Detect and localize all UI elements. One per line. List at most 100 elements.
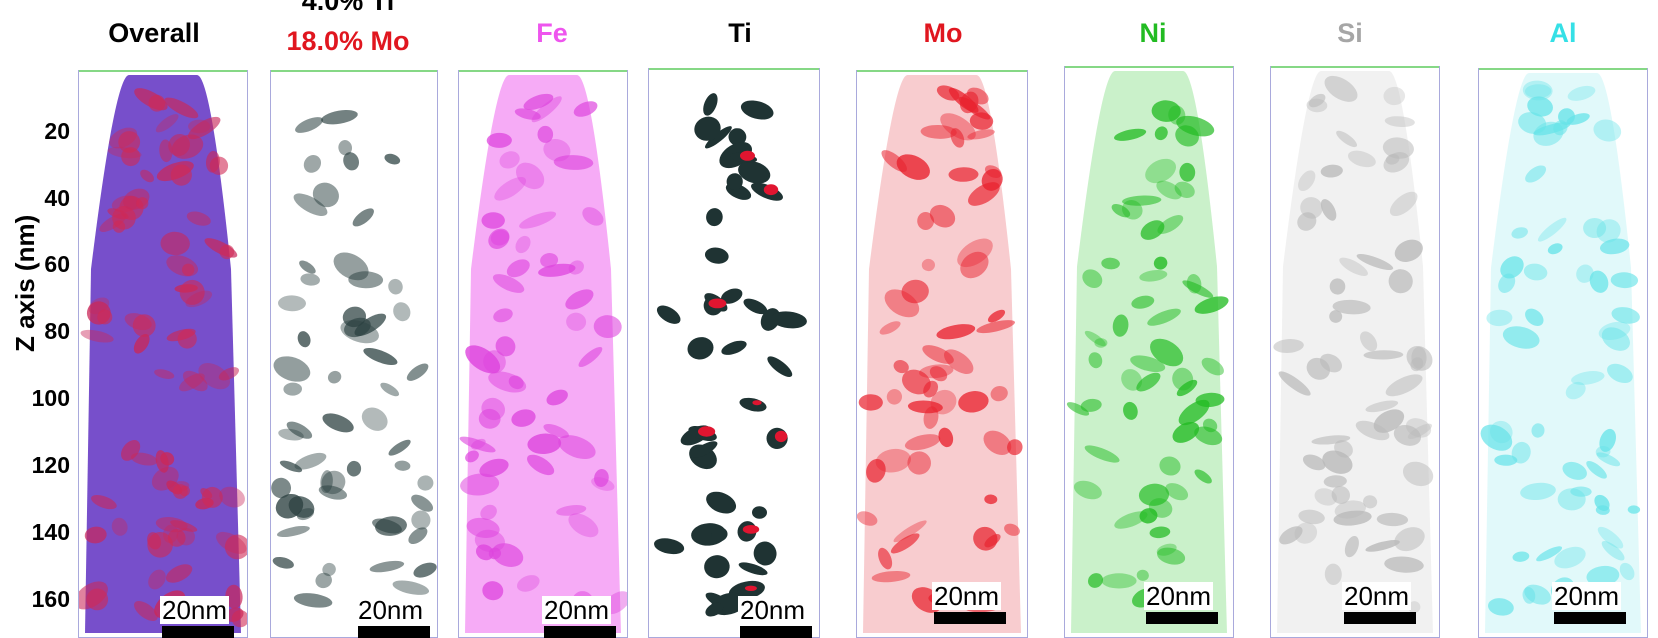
solute-cluster: [406, 363, 429, 381]
solute-cluster: [1088, 573, 1103, 588]
solute-cluster: [1537, 217, 1567, 242]
mo-rich-cluster: [742, 525, 760, 534]
solute-cluster: [1562, 461, 1587, 480]
solute-cluster: [566, 312, 587, 331]
solute-cluster: [286, 421, 313, 439]
solute-cluster: [721, 340, 747, 355]
solute-cluster: [890, 533, 920, 554]
solute-cluster: [133, 333, 150, 354]
solute-cluster: [726, 173, 743, 190]
solute-cluster: [1320, 164, 1343, 178]
solute-cluster: [704, 247, 729, 264]
solute-cluster: [1347, 150, 1376, 168]
scale-label: 20nm: [1342, 581, 1412, 611]
solute-cluster: [160, 452, 175, 466]
solute-cluster: [411, 510, 431, 530]
solute-cluster: [516, 575, 540, 592]
solute-cluster: [346, 460, 362, 477]
solute-cluster: [1179, 162, 1196, 182]
atom-map-render: [1273, 71, 1434, 633]
solute-cluster: [1139, 270, 1168, 282]
specimen-tip-shape: [1277, 71, 1433, 633]
solute-cluster: [720, 288, 743, 304]
solute-cluster: [275, 493, 304, 519]
solute-cluster: [179, 373, 205, 392]
solute-cluster: [1121, 369, 1143, 391]
solute-cluster: [1502, 326, 1540, 349]
solute-cluster: [902, 369, 931, 395]
solute-cluster: [523, 93, 554, 110]
solute-cluster: [1601, 540, 1625, 561]
mo-rich-cluster: [118, 131, 141, 153]
z-tick: 120: [31, 452, 70, 478]
solute-cluster: [1150, 338, 1184, 367]
solute-cluster: [1339, 257, 1368, 277]
solute-cluster: [283, 382, 302, 396]
solute-cluster: [1525, 165, 1547, 183]
solute-cluster: [219, 486, 245, 508]
solute-cluster: [1329, 310, 1343, 323]
solute-cluster: [1073, 480, 1102, 500]
solute-cluster: [1596, 452, 1621, 467]
solute-cluster: [1553, 120, 1568, 136]
panel-title-mo-line: 18.0% Mo: [286, 26, 410, 56]
atom-map-render: [1066, 71, 1229, 633]
solute-cluster: [1308, 93, 1326, 108]
solute-cluster: [198, 362, 231, 390]
solute-cluster: [515, 235, 531, 254]
solute-cluster: [413, 562, 437, 578]
solute-cluster: [1140, 220, 1165, 240]
solute-cluster: [130, 452, 158, 466]
solute-cluster: [279, 460, 303, 473]
atom-map-si: [1270, 66, 1440, 638]
solute-cluster: [1165, 483, 1189, 501]
solute-cluster: [526, 454, 555, 476]
solute-cluster: [950, 128, 965, 148]
solute-cluster: [1111, 204, 1131, 218]
solute-cluster: [299, 260, 316, 274]
solute-cluster: [704, 126, 732, 149]
mo-rich-cluster: [148, 94, 166, 112]
solute-cluster: [315, 572, 332, 589]
solute-cluster: [511, 409, 536, 427]
solute-cluster: [1594, 494, 1610, 511]
solute-cluster: [960, 251, 989, 279]
solute-cluster: [771, 311, 807, 329]
specimen-tip-shape: [277, 75, 431, 633]
solute-cluster: [380, 382, 400, 397]
scale-bar: [740, 626, 812, 638]
solute-cluster: [344, 317, 371, 338]
solute-cluster: [929, 366, 948, 382]
solute-cluster: [656, 305, 681, 324]
solute-cluster: [967, 87, 989, 105]
solute-cluster: [1385, 374, 1423, 397]
solute-cluster: [921, 258, 935, 272]
solute-cluster: [1298, 509, 1325, 525]
scale-bar: [1344, 612, 1416, 624]
atom-map-render: [271, 75, 437, 633]
panel-title-fe: Fe: [536, 18, 568, 48]
solute-cluster: [186, 211, 211, 226]
solute-cluster: [1172, 367, 1194, 391]
solute-cluster: [465, 345, 501, 374]
solute-cluster: [984, 534, 1001, 548]
solute-cluster: [1298, 170, 1316, 192]
solute-cluster: [687, 337, 714, 360]
solute-cluster: [1486, 309, 1513, 327]
mo-rich-cluster: [219, 244, 235, 260]
solute-cluster: [1511, 227, 1528, 239]
solute-cluster: [1194, 296, 1229, 314]
solute-cluster: [881, 150, 907, 172]
solute-cluster: [165, 564, 193, 583]
solute-cluster: [154, 369, 175, 379]
solute-cluster: [1524, 84, 1552, 99]
solute-cluster: [1363, 495, 1378, 509]
solute-cluster: [958, 391, 989, 413]
atom-map-overall: [78, 70, 248, 638]
solute-cluster: [936, 324, 976, 340]
solute-cluster: [361, 407, 388, 431]
solute-cluster: [1175, 125, 1199, 147]
mo-rich-cluster: [121, 147, 141, 167]
atom-map-render: [857, 75, 1023, 633]
solute-cluster: [134, 600, 158, 622]
